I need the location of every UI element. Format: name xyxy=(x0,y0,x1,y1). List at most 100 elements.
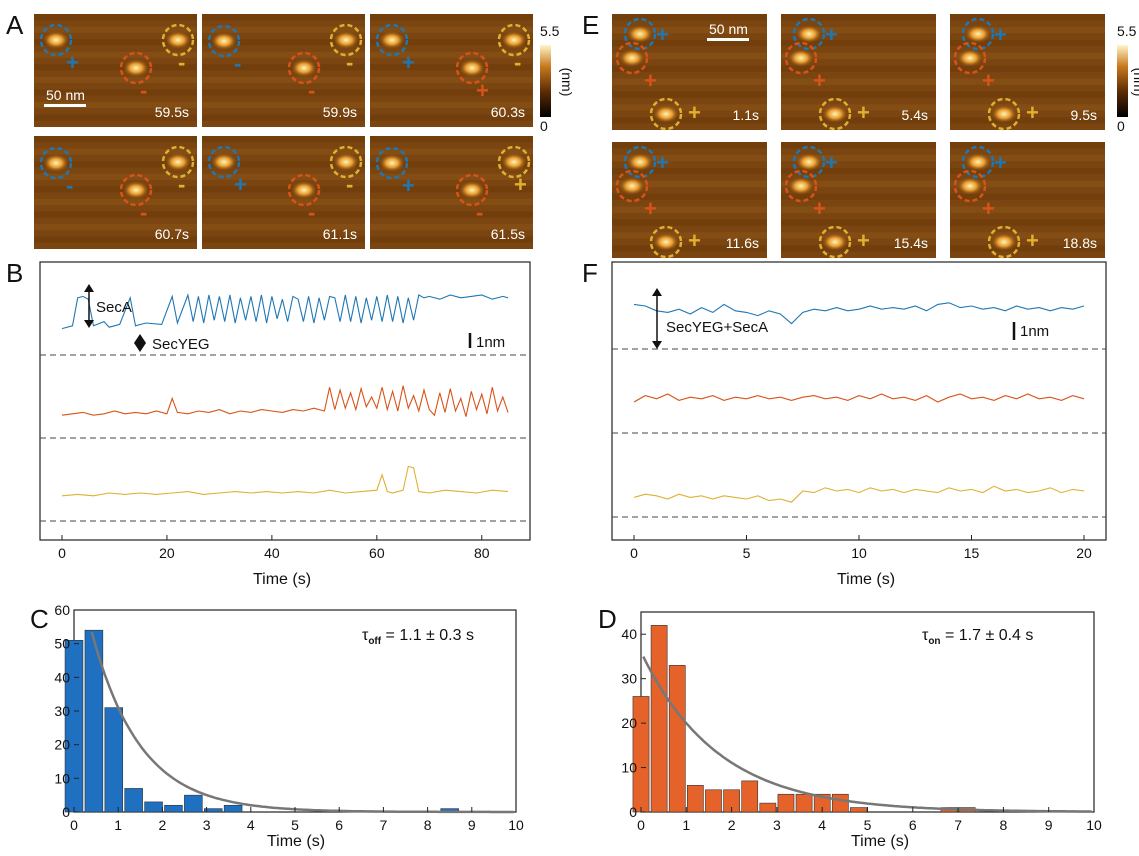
afm-texture-stripe xyxy=(34,14,197,21)
afm-texture-stripe xyxy=(34,173,197,180)
afm-texture-stripe xyxy=(34,114,197,121)
afm-frame: + + + 9.5s xyxy=(950,14,1105,131)
y-tick-label: 30 xyxy=(54,703,70,719)
histogram-bar xyxy=(84,629,104,813)
trace-line-yellow xyxy=(633,485,1085,503)
afm-texture-stripe xyxy=(370,14,533,21)
afm-texture-stripe xyxy=(781,167,936,175)
panel-label-b: B xyxy=(6,258,23,288)
x-tick-label: 10 xyxy=(1086,817,1102,833)
particle-circle xyxy=(119,51,153,85)
afm-texture-stripe xyxy=(612,91,767,98)
state-sign: - xyxy=(346,50,353,75)
histogram-bar xyxy=(795,793,813,813)
afm-texture-stripe xyxy=(34,51,197,58)
x-tick-label: 8 xyxy=(1000,817,1008,833)
particle-circle xyxy=(818,225,852,259)
afm-texture-stripe xyxy=(202,39,365,46)
colorbar-a-unit: (nm) xyxy=(559,68,575,97)
afm-texture-stripe xyxy=(612,78,767,85)
afm-texture-stripe xyxy=(370,223,533,231)
protein-blob xyxy=(957,49,983,67)
afm-texture-stripe xyxy=(950,206,1105,213)
afm-texture-stripe xyxy=(950,142,1105,149)
afm-image-panel-e: + + + 1.1s 50 nm + + + 5.4s + + + 9.5s + + + 11.6s + + + 15.… xyxy=(612,14,1105,259)
particle-circle xyxy=(287,51,321,85)
afm-texture-stripe xyxy=(202,89,365,96)
afm-texture-stripe xyxy=(370,114,533,121)
protein-blob xyxy=(957,177,983,195)
particle-circle xyxy=(455,51,489,85)
x-tick-label: 0 xyxy=(630,545,638,561)
afm-texture-stripe xyxy=(34,64,197,71)
particle-circle xyxy=(615,169,649,203)
state-sign: + xyxy=(825,150,838,175)
afm-texture-stripe xyxy=(612,154,767,162)
panel-label-e: E xyxy=(582,10,599,40)
afm-frame: + + + 5.4s xyxy=(781,14,936,131)
y-tick-label: 20 xyxy=(621,715,637,731)
particle-circle xyxy=(287,173,321,207)
protein-blob xyxy=(43,154,69,172)
particle-circle xyxy=(161,23,195,57)
trace-line-blue xyxy=(61,293,509,330)
exponential-fit xyxy=(90,631,514,814)
x-tick-label: 8 xyxy=(424,817,432,833)
histogram-bar xyxy=(184,794,203,813)
afm-texture-stripe xyxy=(202,14,365,21)
state-sign: - xyxy=(178,50,185,75)
protein-blob xyxy=(333,153,359,171)
particle-circle xyxy=(497,145,531,179)
y-tick-label: 20 xyxy=(54,737,70,753)
scale-bar-label: 50 nm xyxy=(46,87,85,103)
x-tick-label: 2 xyxy=(728,817,736,833)
afm-texture-stripe xyxy=(34,186,197,193)
afm-texture-stripe xyxy=(202,64,365,71)
particle-circle xyxy=(961,145,995,179)
histogram-bar xyxy=(686,785,704,813)
state-sign: - xyxy=(234,51,241,76)
histogram-c-bars: 0 1 2 3 4 5 6 7 8 9 10 0 10 20 30 40 50 60 xyxy=(54,602,524,833)
panel-label-f: F xyxy=(582,258,598,288)
x-tick-label: 7 xyxy=(380,817,388,833)
x-tick-label: 1 xyxy=(114,817,122,833)
particle-circle xyxy=(792,145,826,179)
afm-frame: ++-60.3s xyxy=(370,14,533,127)
particle-circle xyxy=(329,145,363,179)
particle-circle xyxy=(792,17,826,51)
afm-texture-stripe xyxy=(950,219,1105,226)
x-tick-label: 6 xyxy=(909,817,917,833)
afm-texture-stripe xyxy=(370,26,533,33)
afm-texture-stripe xyxy=(202,76,365,84)
histogram-bar xyxy=(850,807,867,813)
histogram-bar xyxy=(164,804,183,813)
state-sign: - xyxy=(140,78,147,103)
afm-texture-stripe xyxy=(781,52,936,60)
afm-texture-stripe xyxy=(34,148,197,155)
protein-blob xyxy=(123,181,149,199)
histogram-bar xyxy=(650,625,668,813)
afm-texture-stripe xyxy=(950,180,1105,188)
histogram-bar xyxy=(124,788,143,813)
afm-texture-stripe xyxy=(612,142,767,149)
afm-frame: +--61.1s xyxy=(202,136,365,249)
state-sign: + xyxy=(402,173,415,198)
protein-blob xyxy=(619,49,645,67)
afm-texture-stripe xyxy=(370,39,533,46)
afm-texture-stripe xyxy=(34,101,197,109)
scale-bar xyxy=(707,38,749,41)
state-sign: - xyxy=(308,78,315,103)
afm-texture-stripe xyxy=(781,26,936,34)
frame-timestamp: 15.4s xyxy=(894,235,928,251)
y-tick-label: 40 xyxy=(54,669,70,685)
x-tick-label: 15 xyxy=(964,545,980,561)
state-sign: + xyxy=(1026,100,1039,125)
trace-line-yellow xyxy=(61,465,509,497)
particle-circle xyxy=(375,146,409,180)
secyeg-seca-arrow-head-top xyxy=(652,288,662,296)
panel-label-a: A xyxy=(6,10,24,40)
colorbar-e-max: 5.5 xyxy=(1117,23,1137,39)
particle-circle xyxy=(649,97,683,131)
